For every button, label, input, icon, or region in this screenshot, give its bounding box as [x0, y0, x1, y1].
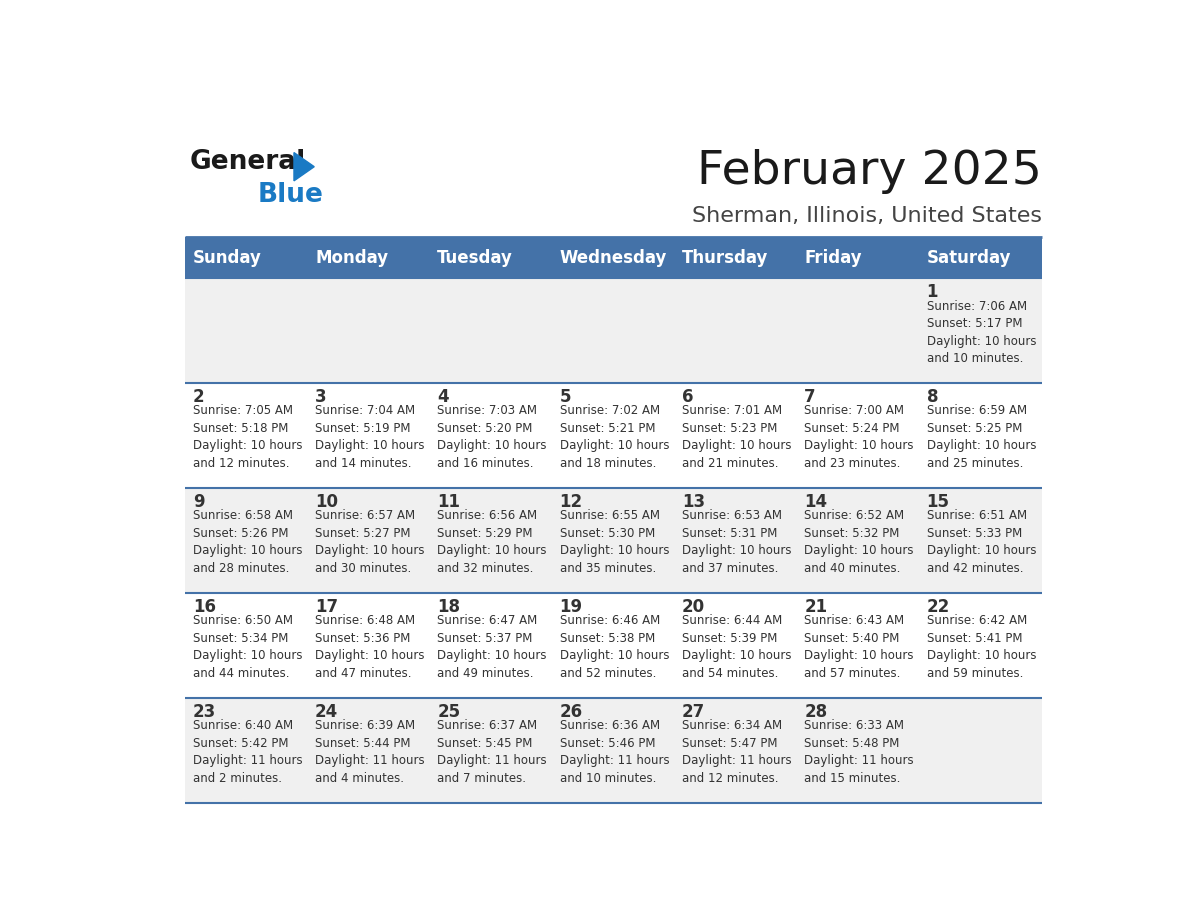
Text: Monday: Monday [315, 249, 388, 267]
Text: 16: 16 [192, 598, 216, 616]
Text: Sunrise: 6:33 AM
Sunset: 5:48 PM
Daylight: 11 hours
and 15 minutes.: Sunrise: 6:33 AM Sunset: 5:48 PM Dayligh… [804, 719, 914, 785]
Text: Sunrise: 6:56 AM
Sunset: 5:29 PM
Daylight: 10 hours
and 32 minutes.: Sunrise: 6:56 AM Sunset: 5:29 PM Dayligh… [437, 509, 546, 575]
Text: 10: 10 [315, 493, 339, 511]
Text: 17: 17 [315, 598, 339, 616]
Text: Sunrise: 6:51 AM
Sunset: 5:33 PM
Daylight: 10 hours
and 42 minutes.: Sunrise: 6:51 AM Sunset: 5:33 PM Dayligh… [927, 509, 1036, 575]
Text: Blue: Blue [257, 183, 323, 208]
Text: 5: 5 [560, 388, 571, 407]
Text: Sherman, Illinois, United States: Sherman, Illinois, United States [691, 206, 1042, 226]
Text: Sunrise: 6:48 AM
Sunset: 5:36 PM
Daylight: 10 hours
and 47 minutes.: Sunrise: 6:48 AM Sunset: 5:36 PM Dayligh… [315, 614, 424, 680]
Text: Sunrise: 6:50 AM
Sunset: 5:34 PM
Daylight: 10 hours
and 44 minutes.: Sunrise: 6:50 AM Sunset: 5:34 PM Dayligh… [192, 614, 302, 680]
Text: 14: 14 [804, 493, 827, 511]
Text: Sunrise: 6:36 AM
Sunset: 5:46 PM
Daylight: 11 hours
and 10 minutes.: Sunrise: 6:36 AM Sunset: 5:46 PM Dayligh… [560, 719, 669, 785]
Text: 1: 1 [927, 284, 939, 301]
Bar [185, 238, 1042, 278]
Text: 20: 20 [682, 598, 706, 616]
Polygon shape [293, 152, 314, 181]
Text: 11: 11 [437, 493, 460, 511]
Text: Wednesday: Wednesday [560, 249, 666, 267]
Text: Tuesday: Tuesday [437, 249, 513, 267]
Bar [185, 384, 1042, 488]
Text: 27: 27 [682, 703, 706, 721]
Text: Sunrise: 7:01 AM
Sunset: 5:23 PM
Daylight: 10 hours
and 21 minutes.: Sunrise: 7:01 AM Sunset: 5:23 PM Dayligh… [682, 405, 791, 470]
Bar [185, 698, 1042, 803]
Text: Sunrise: 7:05 AM
Sunset: 5:18 PM
Daylight: 10 hours
and 12 minutes.: Sunrise: 7:05 AM Sunset: 5:18 PM Dayligh… [192, 405, 302, 470]
Text: Sunrise: 7:03 AM
Sunset: 5:20 PM
Daylight: 10 hours
and 16 minutes.: Sunrise: 7:03 AM Sunset: 5:20 PM Dayligh… [437, 405, 546, 470]
Text: Thursday: Thursday [682, 249, 769, 267]
Text: 4: 4 [437, 388, 449, 407]
Text: 8: 8 [927, 388, 939, 407]
Text: Sunrise: 7:00 AM
Sunset: 5:24 PM
Daylight: 10 hours
and 23 minutes.: Sunrise: 7:00 AM Sunset: 5:24 PM Dayligh… [804, 405, 914, 470]
Text: 26: 26 [560, 703, 583, 721]
Text: 22: 22 [927, 598, 950, 616]
Text: 13: 13 [682, 493, 706, 511]
Text: 18: 18 [437, 598, 460, 616]
Text: 21: 21 [804, 598, 827, 616]
Text: 9: 9 [192, 493, 204, 511]
Text: Sunrise: 6:57 AM
Sunset: 5:27 PM
Daylight: 10 hours
and 30 minutes.: Sunrise: 6:57 AM Sunset: 5:27 PM Dayligh… [315, 509, 424, 575]
Text: 19: 19 [560, 598, 583, 616]
Text: Saturday: Saturday [927, 249, 1011, 267]
Text: 28: 28 [804, 703, 827, 721]
Bar [185, 278, 1042, 384]
Text: Sunrise: 6:34 AM
Sunset: 5:47 PM
Daylight: 11 hours
and 12 minutes.: Sunrise: 6:34 AM Sunset: 5:47 PM Dayligh… [682, 719, 791, 785]
Text: Sunrise: 6:42 AM
Sunset: 5:41 PM
Daylight: 10 hours
and 59 minutes.: Sunrise: 6:42 AM Sunset: 5:41 PM Dayligh… [927, 614, 1036, 680]
Bar [185, 488, 1042, 593]
Text: Friday: Friday [804, 249, 862, 267]
Text: 25: 25 [437, 703, 461, 721]
Text: 15: 15 [927, 493, 949, 511]
Text: 23: 23 [192, 703, 216, 721]
Text: Sunrise: 6:47 AM
Sunset: 5:37 PM
Daylight: 10 hours
and 49 minutes.: Sunrise: 6:47 AM Sunset: 5:37 PM Dayligh… [437, 614, 546, 680]
Text: Sunrise: 6:59 AM
Sunset: 5:25 PM
Daylight: 10 hours
and 25 minutes.: Sunrise: 6:59 AM Sunset: 5:25 PM Dayligh… [927, 405, 1036, 470]
Text: Sunrise: 6:37 AM
Sunset: 5:45 PM
Daylight: 11 hours
and 7 minutes.: Sunrise: 6:37 AM Sunset: 5:45 PM Dayligh… [437, 719, 546, 785]
Text: Sunrise: 7:02 AM
Sunset: 5:21 PM
Daylight: 10 hours
and 18 minutes.: Sunrise: 7:02 AM Sunset: 5:21 PM Dayligh… [560, 405, 669, 470]
Text: Sunrise: 6:55 AM
Sunset: 5:30 PM
Daylight: 10 hours
and 35 minutes.: Sunrise: 6:55 AM Sunset: 5:30 PM Dayligh… [560, 509, 669, 575]
Text: Sunrise: 6:44 AM
Sunset: 5:39 PM
Daylight: 10 hours
and 54 minutes.: Sunrise: 6:44 AM Sunset: 5:39 PM Dayligh… [682, 614, 791, 680]
Text: 24: 24 [315, 703, 339, 721]
Bar [185, 593, 1042, 698]
Text: Sunrise: 6:40 AM
Sunset: 5:42 PM
Daylight: 11 hours
and 2 minutes.: Sunrise: 6:40 AM Sunset: 5:42 PM Dayligh… [192, 719, 302, 785]
Text: 2: 2 [192, 388, 204, 407]
Text: Sunrise: 7:04 AM
Sunset: 5:19 PM
Daylight: 10 hours
and 14 minutes.: Sunrise: 7:04 AM Sunset: 5:19 PM Dayligh… [315, 405, 424, 470]
Text: 12: 12 [560, 493, 583, 511]
Text: Sunrise: 6:58 AM
Sunset: 5:26 PM
Daylight: 10 hours
and 28 minutes.: Sunrise: 6:58 AM Sunset: 5:26 PM Dayligh… [192, 509, 302, 575]
Text: February 2025: February 2025 [696, 149, 1042, 194]
Text: 3: 3 [315, 388, 327, 407]
Text: 6: 6 [682, 388, 694, 407]
Text: 7: 7 [804, 388, 816, 407]
Text: Sunrise: 6:43 AM
Sunset: 5:40 PM
Daylight: 10 hours
and 57 minutes.: Sunrise: 6:43 AM Sunset: 5:40 PM Dayligh… [804, 614, 914, 680]
Text: Sunrise: 6:52 AM
Sunset: 5:32 PM
Daylight: 10 hours
and 40 minutes.: Sunrise: 6:52 AM Sunset: 5:32 PM Dayligh… [804, 509, 914, 575]
Text: Sunrise: 6:46 AM
Sunset: 5:38 PM
Daylight: 10 hours
and 52 minutes.: Sunrise: 6:46 AM Sunset: 5:38 PM Dayligh… [560, 614, 669, 680]
Text: Sunrise: 7:06 AM
Sunset: 5:17 PM
Daylight: 10 hours
and 10 minutes.: Sunrise: 7:06 AM Sunset: 5:17 PM Dayligh… [927, 299, 1036, 365]
Text: General: General [190, 149, 307, 175]
Text: Sunrise: 6:39 AM
Sunset: 5:44 PM
Daylight: 11 hours
and 4 minutes.: Sunrise: 6:39 AM Sunset: 5:44 PM Dayligh… [315, 719, 424, 785]
Text: Sunday: Sunday [192, 249, 261, 267]
Text: Sunrise: 6:53 AM
Sunset: 5:31 PM
Daylight: 10 hours
and 37 minutes.: Sunrise: 6:53 AM Sunset: 5:31 PM Dayligh… [682, 509, 791, 575]
